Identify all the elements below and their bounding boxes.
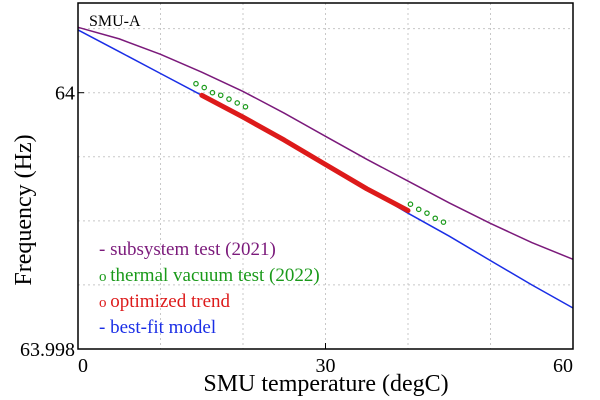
- data-point: [323, 162, 328, 167]
- data-point: [364, 186, 369, 191]
- y-axis-label: Frequency (Hz): [11, 134, 37, 285]
- legend-marker: -: [99, 239, 110, 260]
- legend-entry: o thermal vacuum test (2022): [99, 265, 320, 286]
- legend: - subsystem test (2021)o thermal vacuum …: [99, 239, 320, 338]
- legend-entry: - subsystem test (2021): [99, 239, 276, 260]
- legend-marker: o: [99, 269, 110, 285]
- data-point: [406, 208, 410, 213]
- y-tick-label: 64: [55, 83, 75, 105]
- x-tick-label: 0: [78, 355, 88, 377]
- data-point: [201, 84, 208, 91]
- series-line: [77, 26, 574, 260]
- legend-entry: o optimized trend: [99, 291, 231, 312]
- data-point: [407, 201, 414, 207]
- legend-label: best-fit model: [110, 317, 216, 338]
- legend-label: optimized trend: [110, 291, 230, 312]
- data-point: [234, 100, 241, 106]
- y-tick-label: 63.998: [20, 339, 75, 361]
- data-point: [217, 92, 224, 99]
- series-thick-line: [199, 92, 411, 214]
- data-point: [209, 89, 216, 96]
- series-layer: [77, 26, 574, 309]
- legend-label: thermal vacuum test (2022): [110, 265, 319, 286]
- legend-marker: o: [99, 295, 110, 311]
- legend-marker: -: [99, 317, 110, 338]
- annotation-label: SMU-A: [89, 13, 141, 30]
- data-point: [193, 80, 199, 87]
- legend-label: subsystem test (2021): [110, 239, 276, 260]
- tick-labels: 0 30 60 63.998 64: [20, 83, 574, 377]
- data-point: [241, 115, 245, 120]
- data-point: [424, 210, 430, 216]
- x-tick-label: 30: [316, 355, 336, 377]
- data-point: [282, 138, 287, 143]
- legend-entry: - best-fit model: [99, 317, 216, 338]
- x-axis-label: SMU temperature (degC): [203, 371, 448, 397]
- data-point: [415, 206, 422, 213]
- data-point: [440, 219, 447, 225]
- x-tick-label: 60: [553, 355, 573, 377]
- data-point: [242, 104, 249, 110]
- data-point: [432, 215, 439, 222]
- data-point: [199, 93, 204, 98]
- data-point: [226, 96, 232, 102]
